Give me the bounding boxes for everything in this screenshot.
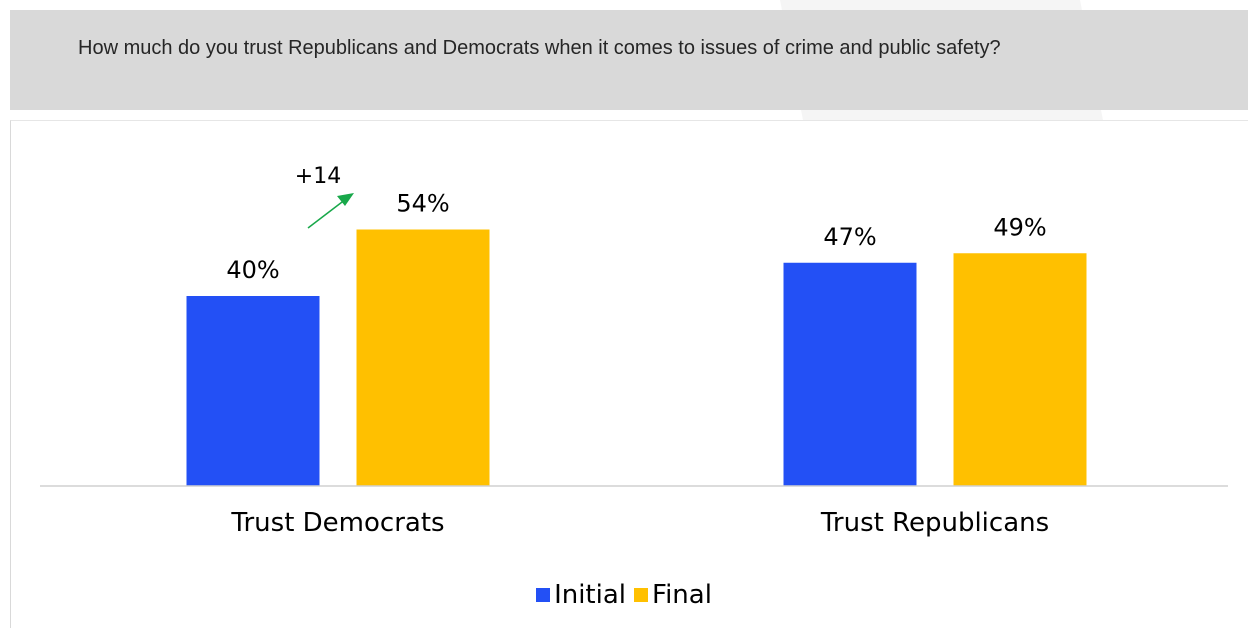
bar-value-label: 47% [823, 223, 876, 251]
legend-label-final: Final [652, 580, 712, 610]
legend-label-initial: Initial [554, 580, 627, 610]
legend-item-final: Final [634, 580, 712, 610]
category-label: Trust Republicans [820, 508, 1049, 538]
change-annotation: +14 [295, 164, 354, 229]
change-arrow-icon [307, 198, 347, 229]
bar-initial-2 [783, 262, 917, 486]
question-text: How much do you trust Republicans and De… [78, 37, 1001, 59]
legend: Initial Final [0, 580, 1248, 610]
legend-item-initial: Initial [536, 580, 626, 610]
bar-final-2 [953, 253, 1087, 486]
bar-value-label: 54% [396, 190, 449, 218]
bar-final-1 [356, 229, 490, 486]
legend-swatch-initial [536, 588, 551, 602]
legend-swatch-final [634, 588, 649, 602]
bar-value-label: 49% [993, 213, 1046, 241]
bar-initial-1 [186, 296, 320, 486]
bars-group: 40% 54% Trust Democrats 47% 49% Trust Republi… [186, 190, 1087, 538]
category-label: Trust Democrats [230, 508, 444, 538]
bar-value-label: 40% [226, 256, 279, 284]
question-header: How much do you trust Republicans and De… [10, 10, 1248, 110]
change-label: +14 [295, 164, 341, 189]
change-arrowhead-icon [337, 193, 354, 206]
